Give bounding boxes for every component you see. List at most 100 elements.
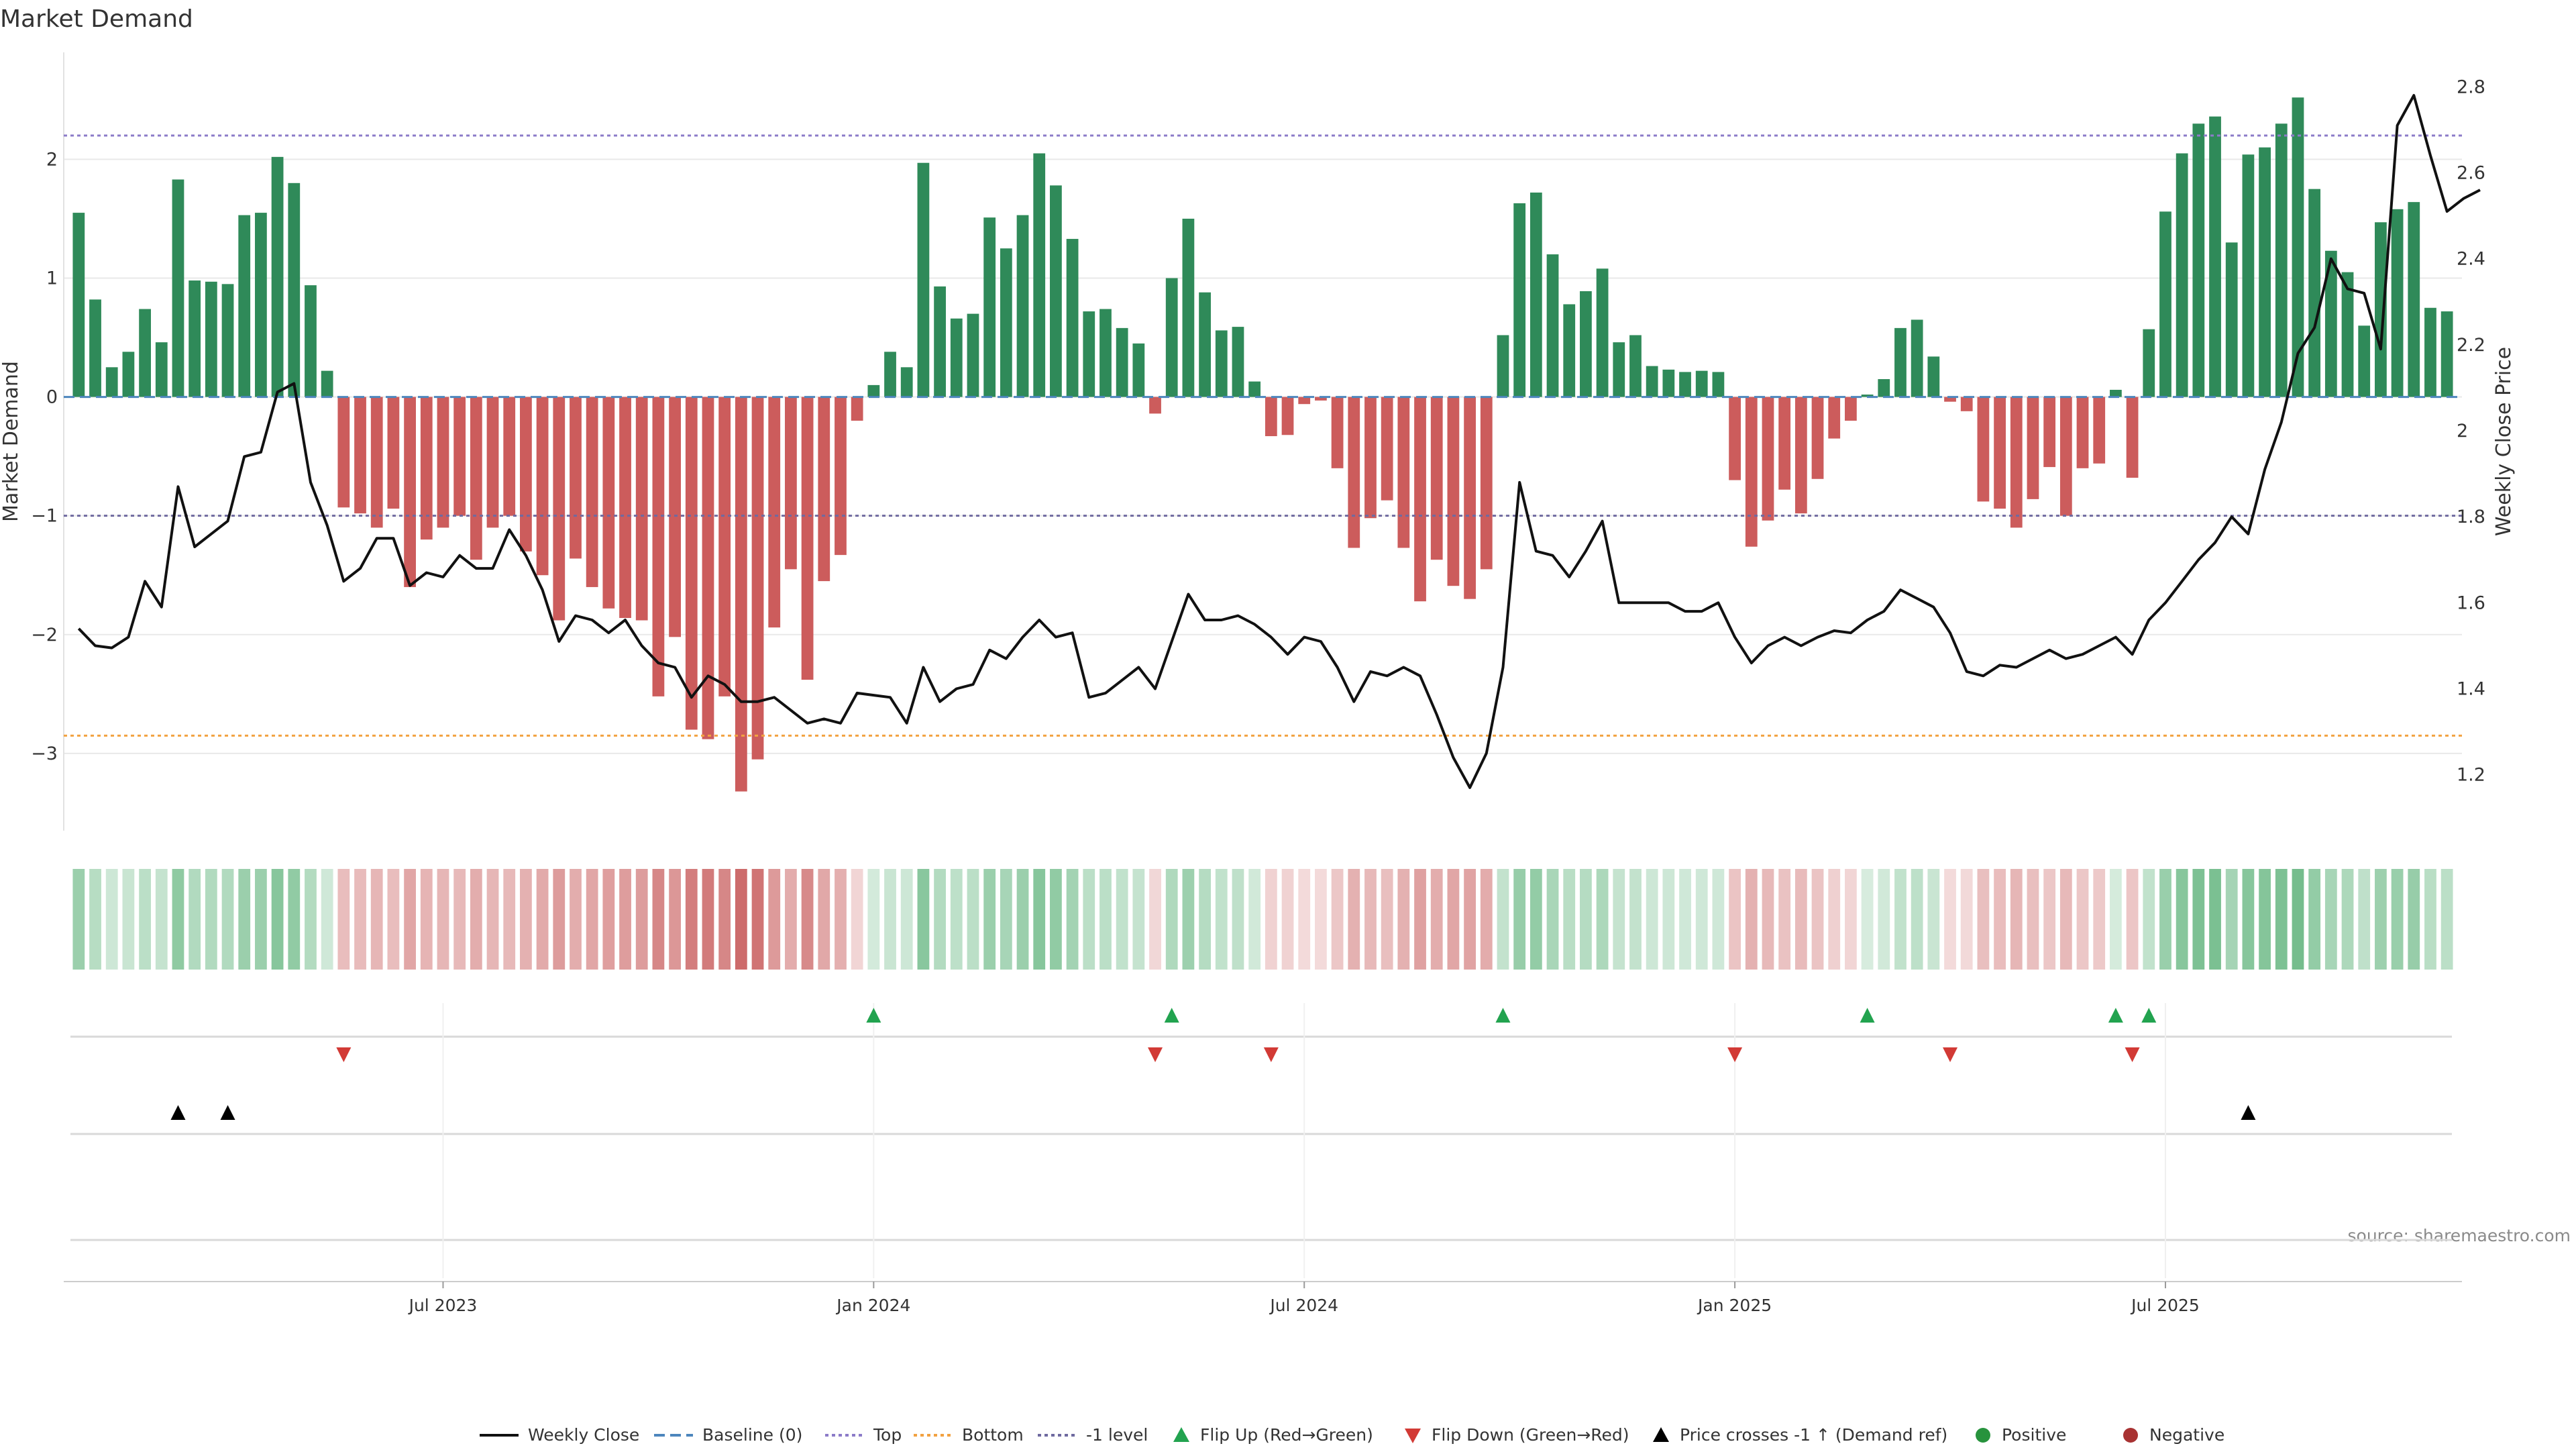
demand-bar — [1563, 304, 1576, 397]
demand-bar — [1529, 192, 1542, 397]
demand-bar — [1298, 397, 1311, 405]
demand-bar — [255, 213, 267, 397]
chart-title: Market Demand — [0, 5, 193, 33]
heat-cell — [669, 869, 681, 970]
heat-cell — [635, 869, 648, 970]
heat-cell — [718, 869, 731, 970]
demand-bar — [1546, 254, 1559, 397]
heat-cell — [122, 869, 135, 970]
y-tick-left: 0 — [46, 387, 58, 408]
heat-cell — [2259, 869, 2271, 970]
demand-bar — [72, 213, 85, 397]
demand-bar — [785, 397, 797, 570]
demand-bar — [1199, 292, 1211, 397]
heat-cell — [2324, 869, 2337, 970]
heat-cell — [2010, 869, 2023, 970]
heat-cell — [2292, 869, 2304, 970]
heat-cell — [155, 869, 168, 970]
heat-cell — [884, 869, 896, 970]
heat-cell — [2341, 869, 2354, 970]
demand-bar — [1794, 397, 1807, 514]
demand-bar — [1315, 397, 1327, 401]
heat-cell — [305, 869, 317, 970]
heat-cell — [2059, 869, 2072, 970]
heat-cell — [1364, 869, 1377, 970]
demand-bar — [1232, 327, 1244, 397]
demand-bar — [1364, 397, 1377, 519]
heat-cell — [1745, 869, 1758, 970]
x-tick-label: Jul 2025 — [2130, 1296, 2200, 1315]
demand-bar — [1099, 309, 1112, 397]
heat-cell — [520, 869, 532, 970]
demand-bar — [1745, 397, 1758, 547]
heat-cell — [768, 869, 781, 970]
heat-cell — [1430, 869, 1443, 970]
heat-cell — [1215, 869, 1228, 970]
demand-bar — [2110, 389, 2122, 397]
heat-cell — [370, 869, 383, 970]
heat-cell — [1794, 869, 1807, 970]
heat-cell — [1298, 869, 1311, 970]
demand-bar — [967, 313, 979, 397]
heat-cell — [1861, 869, 1874, 970]
heat-cell — [404, 869, 416, 970]
flip-down-marker — [2125, 1047, 2140, 1062]
demand-bar — [155, 342, 168, 397]
heat-cell — [89, 869, 101, 970]
heat-cell — [2076, 869, 2089, 970]
legend-item-flip-down: Flip Down (Green→Red) — [1405, 1425, 1629, 1445]
heat-cell — [2242, 869, 2255, 970]
heat-cell — [2209, 869, 2221, 970]
demand-bar — [851, 397, 863, 421]
heat-cell — [1165, 869, 1178, 970]
heat-cell — [1331, 869, 1344, 970]
heat-cell — [1778, 869, 1791, 970]
demand-bar — [1927, 356, 1940, 397]
y-tick-right: 1.2 — [2457, 765, 2485, 786]
heat-cell — [1811, 869, 1824, 970]
demand-bar — [1861, 395, 1874, 397]
heat-cell — [1679, 869, 1691, 970]
demand-bar — [1464, 397, 1476, 599]
demand-bar — [751, 397, 764, 760]
demand-bar — [1447, 397, 1460, 586]
demand-bar — [2424, 307, 2436, 397]
heat-cell — [1464, 869, 1476, 970]
weekly-close-series — [77, 94, 2481, 789]
flip-down-marker — [1943, 1047, 1958, 1062]
x-axis: Jul 2023 Jan 2024 Jul 2024 Jan 2025 Jul 2025 — [64, 1281, 2462, 1315]
demand-bar — [1845, 397, 1857, 421]
demand-bar — [867, 384, 880, 397]
demand-bar — [2192, 123, 2205, 397]
demand-bar — [1016, 215, 1029, 397]
heat-cell — [867, 869, 880, 970]
demand-bar — [2176, 153, 2188, 397]
heat-cell — [2159, 869, 2171, 970]
y-tick-right: 2 — [2457, 421, 2468, 442]
heat-cell — [900, 869, 913, 970]
heat-cell — [337, 869, 350, 970]
heat-cell — [1248, 869, 1261, 970]
heat-cell — [1000, 869, 1012, 970]
demand-bar — [370, 397, 383, 528]
y-tick-left: −1 — [31, 506, 58, 527]
demand-bar — [1894, 327, 1907, 397]
heat-cell — [1016, 869, 1029, 970]
demand-bar — [503, 397, 516, 516]
y-tick-labels: 2 1 0 −1 −2 −3 2.8 2.6 2.4 2.2 2 1.8 1.6 1.4 1.2 — [31, 76, 2485, 785]
demand-bar — [1116, 327, 1128, 397]
heat-cell — [1281, 869, 1294, 970]
heat-cell — [2308, 869, 2321, 970]
heat-cell — [1712, 869, 1725, 970]
flip-down-marker — [1263, 1047, 1279, 1062]
demand-bar — [2027, 397, 2039, 499]
heat-cell — [2225, 869, 2238, 970]
demand-bar — [669, 397, 681, 637]
demand-bar — [1580, 291, 1592, 397]
heat-cell — [238, 869, 251, 970]
price-cross-marker — [170, 1105, 186, 1120]
demand-bar — [917, 162, 930, 397]
price-cross-marker — [220, 1105, 235, 1120]
demand-bar — [1944, 397, 1956, 402]
